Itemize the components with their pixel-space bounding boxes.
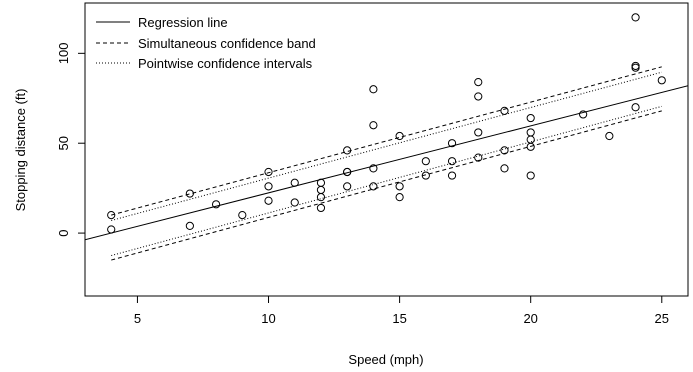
data-point-13: [316, 185, 326, 195]
data-point-47: [631, 61, 640, 71]
legend-label-pointwise: Pointwise confidence intervals: [138, 56, 313, 71]
data-point-5: [238, 211, 247, 220]
data-point-15: [343, 182, 352, 191]
data-point-1: [107, 211, 116, 220]
series-line-2-upper: [111, 71, 662, 221]
data-point-26: [421, 171, 430, 180]
y-axis-title: Stopping distance (ft): [13, 89, 28, 212]
legend: Regression line Simultaneous confidence …: [96, 15, 316, 71]
x-tick-label-3: 20: [523, 311, 537, 326]
x-tick-label-4: 25: [655, 311, 669, 326]
data-point-30: [447, 139, 457, 148]
legend-label-simultaneous: Simultaneous confidence band: [138, 36, 316, 51]
data-point-34: [474, 77, 483, 87]
data-point-2: [185, 221, 194, 230]
data-point-21: [369, 121, 378, 130]
data-point-29: [447, 157, 457, 166]
y-tick-label-2: 100: [56, 42, 71, 64]
data-point-35: [500, 164, 509, 173]
data-point-24: [395, 182, 404, 191]
plot-frame: [84, 2, 689, 297]
data-point-10: [290, 178, 299, 187]
data-point-32: [474, 128, 483, 137]
series-line-1-lower: [111, 110, 662, 261]
data-point-44: [605, 131, 614, 141]
data-point-12: [316, 193, 326, 202]
data-point-48: [631, 13, 640, 22]
x-tick-label-0: 5: [134, 311, 141, 326]
data-point-43: [579, 110, 588, 119]
data-point-17: [343, 167, 352, 177]
data-point-7: [264, 182, 273, 191]
data-point-37: [500, 106, 509, 115]
x-axis: 5 10 15 20 25: [134, 296, 669, 326]
data-point-40: [526, 135, 535, 144]
y-tick-label-0: 0: [56, 229, 71, 236]
data-point-19: [369, 182, 378, 191]
data-point-9: [290, 198, 299, 207]
data-point-0: [107, 225, 116, 234]
data-point-23: [395, 193, 404, 202]
points-layer: [107, 13, 666, 234]
series-line-0: [85, 85, 688, 241]
data-point-27: [421, 157, 430, 166]
data-point-6: [264, 196, 273, 205]
x-tick-label-2: 15: [392, 311, 406, 326]
y-axis: 0 50 100: [56, 42, 85, 237]
data-point-20: [369, 164, 378, 173]
data-point-36: [500, 146, 509, 155]
data-point-38: [526, 171, 535, 180]
data-point-42: [526, 113, 535, 123]
data-point-18: [343, 146, 352, 155]
data-point-3: [185, 189, 194, 198]
legend-label-regression: Regression line: [138, 15, 228, 30]
data-point-14: [316, 178, 326, 187]
data-point-8: [264, 167, 273, 177]
data-point-11: [316, 203, 326, 213]
data-point-41: [526, 128, 535, 137]
y-tick-label-1: 50: [56, 136, 71, 150]
x-tick-label-1: 10: [261, 311, 275, 326]
data-point-28: [447, 171, 457, 180]
data-point-49: [657, 76, 666, 85]
data-point-46: [631, 63, 640, 72]
data-point-45: [631, 103, 640, 112]
x-axis-title: Speed (mph): [348, 352, 423, 367]
data-point-22: [369, 85, 378, 94]
series-layer: [85, 66, 688, 261]
data-point-31: [474, 153, 483, 162]
data-point-33: [474, 92, 483, 101]
data-point-4: [211, 200, 221, 209]
data-point-25: [395, 131, 404, 141]
series-line-2-lower: [111, 105, 662, 257]
